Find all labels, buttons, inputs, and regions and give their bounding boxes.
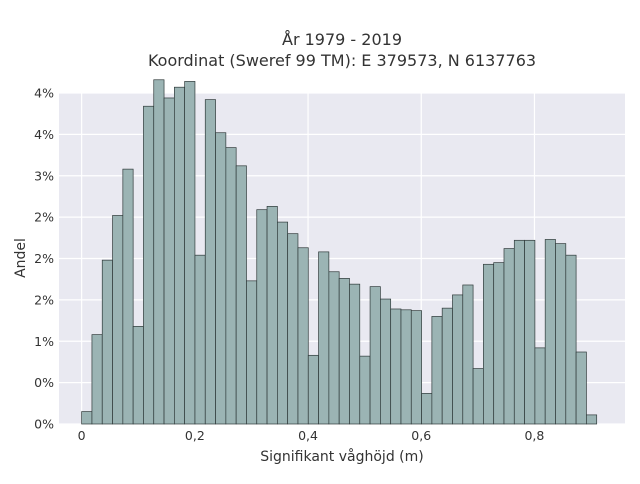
histogram-bar <box>555 243 567 425</box>
histogram-bar <box>318 251 330 425</box>
histogram-bar <box>215 132 227 425</box>
histogram-bar <box>143 105 155 425</box>
histogram-bar <box>441 307 453 425</box>
histogram-bar <box>503 248 515 425</box>
histogram-bar <box>235 165 247 425</box>
y-tick-label: 2% <box>34 251 54 266</box>
histogram-bar <box>101 259 113 425</box>
histogram-bar <box>112 215 124 425</box>
y-tick-label: 0% <box>34 417 54 432</box>
histogram-bar <box>91 334 103 425</box>
y-tick-label: 2% <box>34 210 54 225</box>
histogram-bar <box>266 206 278 425</box>
histogram-bar <box>338 278 350 425</box>
x-tick-label: 0,2 <box>185 428 205 443</box>
y-tick-label: 2% <box>34 292 54 307</box>
histogram-bar <box>174 86 186 425</box>
y-axis-label: Andel <box>13 238 29 278</box>
histogram-bar <box>204 99 216 425</box>
x-tick-label: 0,4 <box>298 428 318 443</box>
histogram-bar <box>163 97 175 425</box>
y-tick-label: 1% <box>34 334 54 349</box>
histogram-bar <box>246 280 258 425</box>
histogram-bar <box>349 283 361 425</box>
histogram-bar <box>575 351 587 425</box>
histogram-bar <box>81 411 93 425</box>
x-tick-label: 0,8 <box>524 428 544 443</box>
y-tick-label: 4% <box>34 86 54 101</box>
histogram-bar <box>194 254 206 425</box>
histogram-bar <box>225 147 237 425</box>
histogram-bar <box>513 239 525 425</box>
histogram-bar <box>534 347 546 425</box>
histogram-bar <box>410 310 422 425</box>
x-tick-labels: 0 0,2 0,4 0,6 0,8 <box>78 428 545 443</box>
histogram-bar <box>400 309 412 425</box>
histogram-bar <box>184 81 196 425</box>
histogram-bar <box>307 354 319 425</box>
histogram-bar <box>256 209 268 425</box>
histogram-bar <box>328 271 340 425</box>
x-tick-label: 0,6 <box>411 428 431 443</box>
histogram-bar <box>287 233 299 425</box>
bars-layer <box>81 79 598 425</box>
y-tick-labels: 0% 0% 1% 2% 2% 2% 3% 4% 4% <box>34 86 54 432</box>
histogram-bar <box>544 239 556 425</box>
histogram-bar <box>359 355 371 425</box>
histogram-bar <box>380 298 392 425</box>
x-axis-label: Signifikant våghöjd (m) <box>260 448 423 465</box>
y-tick-label: 0% <box>34 375 54 390</box>
chart-title-line-1: År 1979 - 2019 <box>282 30 402 49</box>
histogram-bar <box>153 79 165 425</box>
histogram-bar <box>524 239 536 425</box>
histogram-bar <box>390 308 402 425</box>
histogram-bar <box>421 393 433 425</box>
histogram-bar <box>452 294 464 425</box>
histogram-bar <box>369 286 381 425</box>
y-tick-label: 4% <box>34 127 54 142</box>
chart-title-line-2: Koordinat (Sweref 99 TM): E 379573, N 61… <box>148 51 536 70</box>
histogram-bar <box>493 262 505 425</box>
histogram-bar <box>586 414 598 425</box>
histogram-bar <box>132 326 144 425</box>
histogram-bar <box>565 254 577 425</box>
histogram-bar <box>462 284 474 425</box>
histogram-bar <box>483 263 495 425</box>
histogram-bar <box>122 168 134 425</box>
histogram-bar <box>277 221 289 425</box>
y-tick-label: 3% <box>34 168 54 183</box>
histogram-bar <box>297 247 309 425</box>
histogram-bar <box>472 368 484 425</box>
x-tick-label: 0 <box>78 428 86 443</box>
histogram-bar <box>431 316 443 425</box>
